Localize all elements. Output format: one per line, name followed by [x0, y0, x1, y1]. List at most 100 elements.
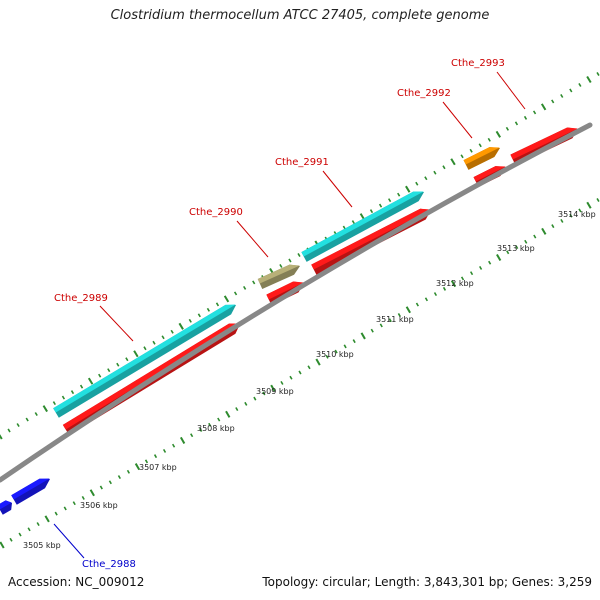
outer-tick — [469, 148, 473, 153]
outer-tick — [351, 220, 355, 225]
inner-tick — [44, 515, 50, 523]
inner-tick — [450, 280, 457, 288]
inner-tick — [469, 271, 474, 276]
gene-label: Cthe_2990 — [189, 207, 243, 218]
gene-label: Cthe_2992 — [397, 88, 451, 99]
outer-tick — [70, 390, 75, 395]
gene-arrow-shadow — [463, 147, 500, 170]
outer-tick — [125, 357, 129, 362]
inner-tick-ring — [0, 198, 600, 549]
inner-tick — [515, 245, 519, 250]
outer-tick — [16, 423, 20, 427]
inner-tick — [244, 401, 248, 406]
outer-tick — [98, 373, 102, 378]
inner-tick — [488, 260, 492, 265]
outer-tick — [197, 313, 201, 318]
inner-tick — [190, 433, 194, 438]
outer-tick — [514, 121, 519, 126]
outer-tick — [233, 291, 238, 296]
outer-tick — [487, 137, 491, 142]
inner-tick — [199, 428, 203, 432]
accession-text: Accession: NC_009012 — [8, 575, 145, 589]
inner-tick — [334, 349, 338, 354]
gene-leader-line — [99, 305, 134, 342]
inner-tick — [533, 234, 537, 239]
gene-arrow-face — [53, 304, 236, 413]
gene-arrow-shadow — [301, 191, 424, 262]
inner-tick — [569, 213, 573, 218]
inner-tick — [9, 537, 13, 542]
scale-label: 3513 kbp — [497, 244, 535, 253]
inner-tick — [171, 443, 176, 448]
cds-arrow — [0, 500, 12, 515]
inner-tick — [379, 323, 383, 328]
inner-tick — [81, 495, 85, 500]
gene-arrow-face — [463, 147, 500, 165]
outer-tick — [397, 192, 401, 197]
outer-tick — [34, 412, 38, 417]
inner-tick — [325, 354, 329, 359]
cds-arrow-face — [473, 166, 506, 182]
outer-tick — [161, 335, 165, 340]
outer-tick — [133, 350, 139, 358]
gene-leader-line — [496, 71, 526, 110]
outer-tick — [578, 83, 582, 87]
outer-tick — [532, 110, 537, 115]
gene-arrow-shadow — [257, 264, 300, 290]
inner-tick — [225, 410, 231, 418]
gene-label: Cthe_2989 — [54, 293, 108, 304]
inner-tick — [0, 541, 5, 549]
inner-tick — [27, 527, 31, 532]
outer-tick — [25, 417, 29, 422]
inner-tick — [54, 511, 58, 516]
gene-leader-line — [236, 220, 269, 258]
scale-label: 3510 kbp — [316, 350, 354, 359]
inner-tick — [541, 227, 547, 235]
inner-tick — [496, 253, 502, 262]
gene-leader-line — [322, 170, 353, 208]
genome-summary-text: Topology: circular; Length: 3,843,301 bp… — [262, 575, 592, 589]
inner-tick — [270, 384, 276, 392]
outer-tick — [297, 253, 301, 257]
gene-label: Cthe_2993 — [451, 58, 505, 69]
inner-tick — [506, 250, 510, 255]
inner-tick — [586, 201, 592, 209]
outer-tick — [243, 285, 247, 290]
outer-tick — [460, 154, 464, 159]
genome-backbone — [0, 122, 593, 483]
inner-tick — [442, 286, 447, 291]
outer-tick — [505, 126, 510, 131]
inner-tick — [63, 506, 67, 511]
inner-tick — [134, 463, 141, 471]
inner-tick — [460, 276, 465, 281]
outer-tick — [415, 181, 419, 186]
inner-tick — [235, 407, 239, 412]
inner-tick — [479, 265, 483, 270]
outer-tick — [0, 434, 3, 440]
outer-tick — [206, 307, 211, 312]
gene-arrow-shadow — [53, 304, 236, 418]
scale-label: 3507 kbp — [139, 463, 177, 472]
gene-leader-line — [53, 523, 85, 559]
inner-tick — [352, 339, 356, 344]
inner-tick — [415, 302, 419, 307]
inner-tick — [36, 522, 40, 527]
inner-tick — [144, 459, 149, 464]
outer-tick — [442, 165, 446, 170]
cds-arrow-face — [266, 281, 304, 300]
outer-tick — [116, 362, 120, 367]
outer-tick — [279, 264, 283, 268]
outer-tick — [540, 103, 547, 111]
inner-tick — [424, 297, 429, 302]
outer-tick — [107, 368, 111, 373]
scale-label: 3509 kbp — [256, 387, 294, 396]
outer-tick — [586, 75, 592, 83]
outer-tick — [405, 185, 411, 193]
scale-label: 3508 kbp — [197, 424, 235, 433]
outer-tick — [560, 93, 564, 98]
inner-tick — [117, 475, 121, 480]
outer-tick — [523, 115, 528, 120]
outer-tick — [52, 401, 56, 406]
inner-tick — [343, 344, 347, 349]
